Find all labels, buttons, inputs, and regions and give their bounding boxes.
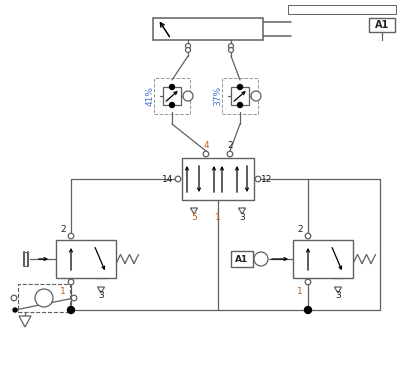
Text: 37%: 37% bbox=[213, 86, 223, 106]
Circle shape bbox=[71, 295, 77, 301]
Circle shape bbox=[185, 43, 191, 48]
Bar bbox=[163, 87, 181, 105]
Circle shape bbox=[185, 47, 191, 52]
Circle shape bbox=[35, 289, 53, 307]
Text: 3: 3 bbox=[335, 292, 341, 301]
Text: 5: 5 bbox=[191, 212, 197, 221]
Text: 2: 2 bbox=[297, 226, 303, 235]
Bar bbox=[18, 284, 70, 312]
Circle shape bbox=[170, 84, 175, 90]
Text: 1: 1 bbox=[215, 212, 221, 221]
Circle shape bbox=[238, 102, 242, 108]
Bar bbox=[153, 18, 263, 40]
Circle shape bbox=[183, 91, 193, 101]
Circle shape bbox=[11, 295, 17, 301]
Circle shape bbox=[170, 102, 175, 108]
Circle shape bbox=[229, 47, 234, 52]
Bar bbox=[369, 18, 395, 32]
Bar bbox=[56, 240, 116, 278]
Text: A1: A1 bbox=[236, 255, 248, 264]
Bar bbox=[293, 240, 353, 278]
Text: 1: 1 bbox=[60, 287, 66, 296]
Bar bbox=[154, 78, 190, 114]
Polygon shape bbox=[19, 316, 31, 327]
Text: 14: 14 bbox=[162, 174, 174, 183]
Bar bbox=[288, 5, 396, 14]
Circle shape bbox=[68, 233, 74, 239]
Circle shape bbox=[175, 176, 181, 182]
Circle shape bbox=[227, 151, 233, 157]
Circle shape bbox=[203, 151, 209, 157]
Text: 3: 3 bbox=[239, 212, 245, 221]
Polygon shape bbox=[238, 208, 246, 214]
Polygon shape bbox=[191, 208, 198, 214]
Polygon shape bbox=[335, 287, 341, 293]
Text: 1: 1 bbox=[297, 287, 303, 296]
Circle shape bbox=[251, 91, 261, 101]
Circle shape bbox=[68, 279, 74, 285]
Circle shape bbox=[254, 252, 268, 266]
Text: A1: A1 bbox=[375, 20, 389, 30]
Circle shape bbox=[305, 233, 311, 239]
Circle shape bbox=[255, 176, 261, 182]
Circle shape bbox=[13, 308, 17, 312]
Text: 41%: 41% bbox=[145, 86, 154, 106]
Text: 3: 3 bbox=[98, 292, 104, 301]
Circle shape bbox=[305, 279, 311, 285]
Bar bbox=[182, 158, 254, 200]
Text: 12: 12 bbox=[261, 174, 273, 183]
Circle shape bbox=[238, 84, 242, 90]
Polygon shape bbox=[97, 287, 105, 293]
Bar bbox=[231, 87, 249, 105]
Text: 2: 2 bbox=[60, 226, 66, 235]
Bar bbox=[231, 251, 253, 267]
Text: 4: 4 bbox=[203, 142, 209, 151]
Circle shape bbox=[67, 307, 74, 314]
Bar bbox=[222, 78, 258, 114]
Text: 2: 2 bbox=[227, 142, 233, 151]
Circle shape bbox=[229, 43, 234, 48]
Circle shape bbox=[305, 307, 311, 314]
